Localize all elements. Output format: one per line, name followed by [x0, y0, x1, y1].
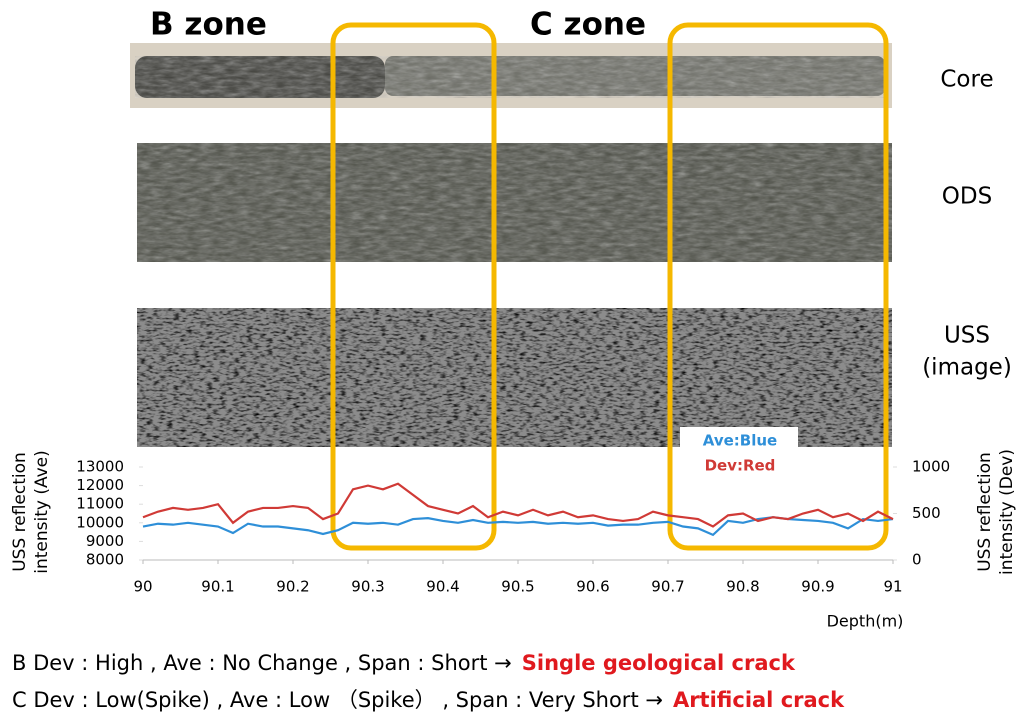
track-label: (image)	[922, 355, 1012, 381]
note-result: Single geological crack	[522, 651, 796, 675]
y2-tick-label: 1000	[912, 458, 950, 476]
y-tick-label: 11000	[76, 495, 124, 513]
x-tick-label: 90.2	[276, 578, 309, 596]
track-label: Core	[940, 67, 993, 93]
x-tick-label: 91	[883, 578, 902, 596]
x-axis-label: Depth(m)	[827, 612, 904, 631]
y-tick-label: 10000	[76, 513, 124, 531]
ods-image	[137, 143, 892, 262]
note: C Dev : Low(Spike) , Ave : Low （Spike） ,…	[12, 688, 845, 712]
x-tick-label: 90.1	[201, 578, 234, 596]
figure: B zone C zone Core ODS USS (image) USS reflect…	[0, 0, 1036, 724]
y-tick-label: 8000	[86, 551, 124, 569]
x-tick-label: 90.8	[726, 578, 759, 596]
core-image	[130, 43, 892, 108]
x-tick-label: 90.4	[426, 578, 459, 596]
y-tick-label: 9000	[86, 532, 124, 550]
note: B Dev : High , Ave : No Change , Span : …	[12, 651, 796, 675]
note-result: Artificial crack	[673, 688, 845, 712]
y-axis-label-line: USS reflection	[10, 452, 30, 572]
y-tick-label: 13000	[76, 458, 124, 476]
zone-label: B zone	[150, 7, 267, 43]
y2-axis-label-line: intensity (Dev)	[997, 449, 1017, 575]
uss-image	[137, 308, 892, 447]
legend-entry: Dev:Red	[705, 457, 776, 475]
note-text: B Dev : High , Ave : No Change , Span : …	[12, 651, 512, 675]
y-tick-label: 12000	[76, 476, 124, 494]
x-tick-label: 90.6	[576, 578, 609, 596]
x-tick-label: 90.9	[801, 578, 834, 596]
track-label: USS	[944, 323, 990, 349]
y2-tick-label: 0	[912, 551, 922, 569]
y-axis-label-line: intensity (Ave)	[32, 450, 52, 574]
track-label: ODS	[942, 184, 992, 210]
series-line	[143, 517, 893, 535]
x-tick-label: 90	[133, 578, 152, 596]
x-tick-label: 90.3	[351, 578, 384, 596]
y2-tick-label: 500	[912, 504, 941, 522]
legend-entry: Ave:Blue	[703, 432, 777, 450]
series-line	[143, 484, 893, 527]
note-text: C Dev : Low(Spike) , Ave : Low （Spike） ,…	[12, 688, 663, 712]
y2-axis-label-line: USS reflection	[975, 452, 995, 572]
x-tick-label: 90.5	[501, 578, 534, 596]
zone-label: C zone	[530, 7, 646, 43]
x-tick-label: 90.7	[651, 578, 684, 596]
